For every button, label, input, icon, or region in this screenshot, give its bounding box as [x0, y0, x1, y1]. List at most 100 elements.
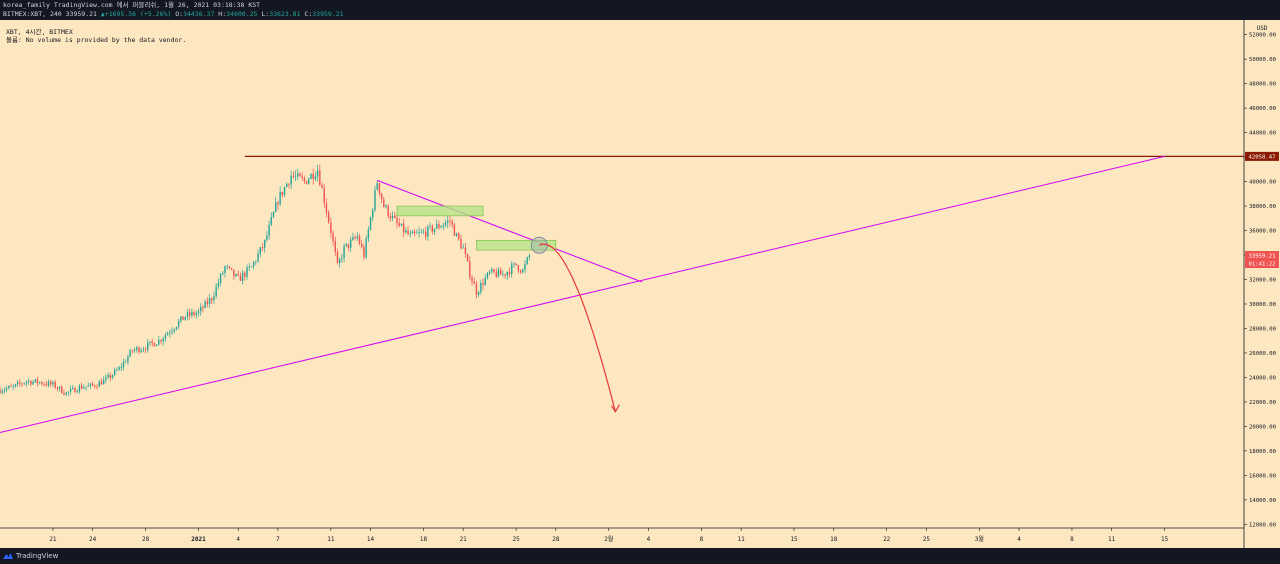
candle-body: [166, 333, 169, 336]
price-tick-label: 24000.00: [1249, 375, 1276, 381]
candle-body: [460, 239, 462, 249]
candle-body: [396, 217, 398, 224]
candle-body: [308, 179, 310, 184]
candle-body: [54, 381, 56, 388]
time-tick-label: 4: [647, 536, 651, 543]
time-tick-label: 28: [552, 536, 560, 543]
candle-body: [466, 254, 469, 262]
candle-body: [413, 231, 416, 234]
candle-body: [175, 326, 178, 330]
candle-body: [224, 266, 226, 273]
candle-body: [506, 271, 509, 276]
candle-body: [100, 381, 103, 385]
price-chart[interactable]: 12000.00 14000.00 16000.00 18000.00 20000.00…: [0, 20, 1280, 548]
candle-body: [199, 307, 202, 312]
candle-body: [330, 222, 332, 233]
candle-body: [222, 272, 224, 275]
time-tick-label: 11: [1108, 536, 1116, 543]
price-tick-label: 12000.00: [1249, 522, 1276, 528]
candle-body: [312, 173, 314, 179]
candle-body: [376, 183, 378, 190]
candle-body: [493, 269, 495, 273]
candle-body: [25, 381, 28, 384]
candle-body: [297, 173, 299, 177]
time-tick-label: 11: [737, 536, 745, 543]
candle-body: [138, 347, 140, 353]
candle-body: [424, 231, 427, 237]
candle-body: [215, 286, 217, 297]
candle-body: [188, 312, 191, 316]
time-tick-label: 18: [830, 536, 838, 543]
candle-body: [5, 388, 8, 390]
price-tick-label: 14000.00: [1249, 498, 1276, 504]
time-axis[interactable]: [0, 528, 1244, 548]
time-tick-label: 4: [1017, 536, 1021, 543]
candle-body: [58, 386, 61, 389]
candle-body: [407, 230, 409, 235]
time-tick-label: 28: [142, 536, 150, 543]
candle-body: [87, 385, 89, 387]
candle-body: [213, 296, 215, 301]
candle-body: [431, 225, 434, 232]
candle-body: [52, 381, 54, 385]
candle-body: [524, 263, 526, 270]
legend-volume-note: 볼륨: No volume is provided by the data ve…: [6, 36, 187, 44]
candle-body: [125, 361, 127, 363]
price-tick-label: 22000.00: [1249, 400, 1276, 406]
candle-body: [341, 258, 343, 260]
open-label: O:: [175, 10, 184, 18]
candle-body: [91, 383, 94, 386]
candle-body: [72, 387, 74, 389]
candle-body: [85, 386, 87, 388]
time-tick-label: 2월: [604, 535, 613, 543]
supply-zone: [396, 205, 484, 217]
symbol-name[interactable]: BITMEX:XBT, 240: [3, 10, 62, 18]
candle-body: [19, 382, 21, 384]
candle-body: [74, 387, 76, 393]
candle-body: [517, 265, 520, 271]
time-tick-label: 21: [49, 536, 57, 543]
candle-body: [420, 231, 423, 233]
price-tick-label: 38000.00: [1249, 204, 1276, 210]
candle-body: [118, 367, 120, 370]
candle-body: [184, 316, 186, 320]
candle-body: [113, 369, 116, 376]
candle-body: [30, 380, 32, 385]
time-tick-label: 24: [89, 536, 97, 543]
candle-body: [347, 243, 350, 248]
candle-body: [363, 246, 365, 258]
price-tick-label: 44000.00: [1249, 131, 1276, 137]
footer: TradingView: [0, 548, 1280, 564]
candle-body: [65, 392, 67, 395]
candle-body: [438, 224, 440, 228]
candle-body: [217, 283, 220, 287]
candle-body: [0, 389, 1, 393]
candle-body: [21, 383, 23, 385]
lower-trendline: [0, 155, 1165, 434]
candle-body: [32, 381, 34, 385]
candle-body: [16, 382, 19, 385]
price-tick-label: 48000.00: [1249, 82, 1276, 88]
candle-body: [451, 221, 453, 225]
time-tick-label: 11: [327, 536, 335, 543]
candle-body: [268, 224, 270, 236]
candle-body: [319, 170, 321, 185]
candle-body: [491, 269, 493, 272]
candle-body: [182, 316, 184, 320]
tradingview-logo-icon: [3, 553, 13, 559]
last-price-badge: [1245, 251, 1279, 269]
candle-body: [171, 331, 173, 333]
candle-body: [374, 189, 376, 211]
candle-body: [526, 257, 528, 264]
candle-body: [252, 262, 255, 267]
candle-body: [12, 386, 14, 387]
candle-body: [274, 202, 277, 212]
candle-body: [301, 176, 303, 179]
candle-body: [89, 383, 92, 386]
candle-body: [336, 252, 339, 264]
price-axis[interactable]: [1244, 20, 1280, 548]
candle-body: [292, 175, 295, 177]
candle-body: [343, 245, 345, 259]
candle-body: [241, 272, 244, 281]
candle-body: [473, 281, 475, 284]
